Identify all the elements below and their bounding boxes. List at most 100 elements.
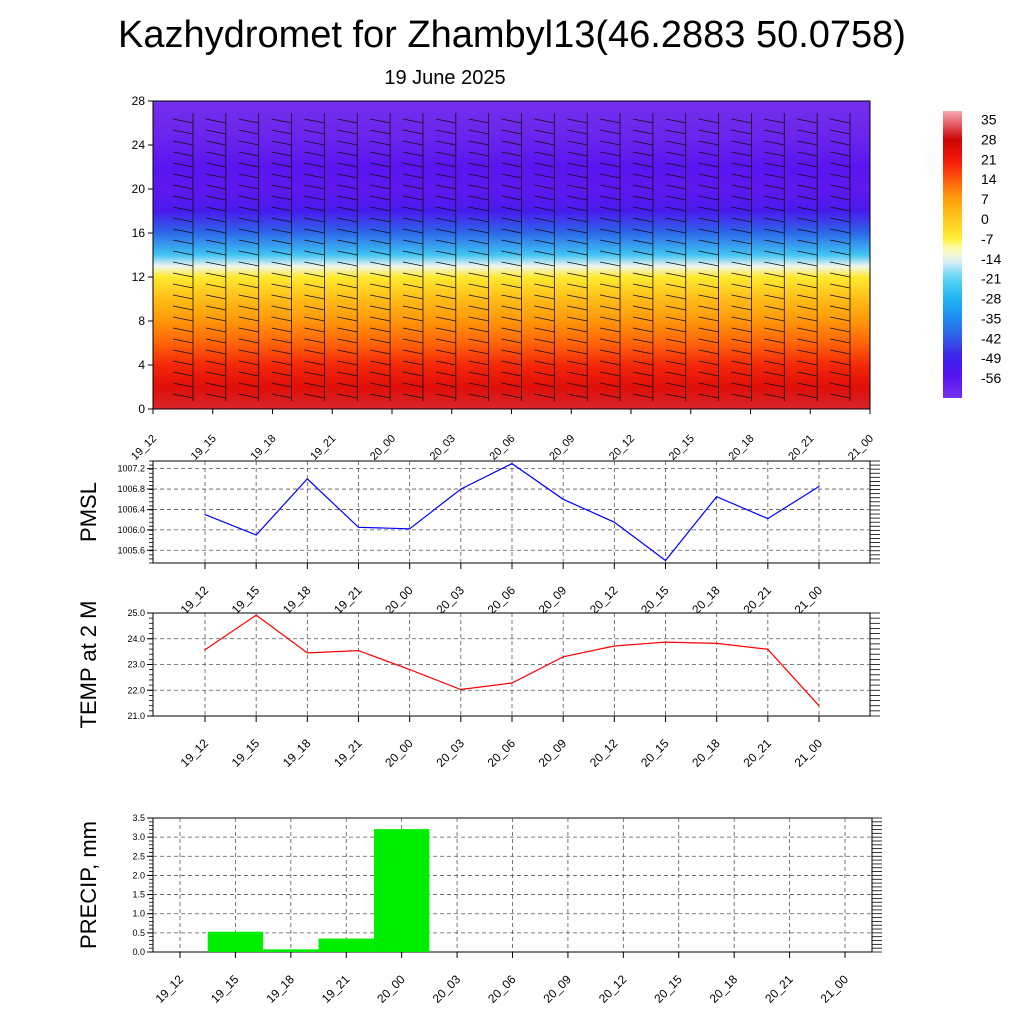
barb-flag xyxy=(271,283,292,289)
y-tick-label: 1006.8 xyxy=(117,484,145,494)
barb-flag xyxy=(698,195,719,201)
barb-flag xyxy=(337,261,358,267)
precip-bar xyxy=(318,938,374,952)
barb-flag xyxy=(271,173,292,179)
x-tick-label: 20_18 xyxy=(707,972,741,1006)
barb-flag xyxy=(468,184,489,190)
barb-flag xyxy=(632,261,653,267)
barb-flag xyxy=(238,184,259,190)
barb-flag xyxy=(370,151,391,157)
y-tick-label: 2.5 xyxy=(132,851,145,861)
barb-flag xyxy=(337,250,358,256)
barb-flag xyxy=(567,338,588,344)
barb-flag xyxy=(764,195,785,201)
barb-flag xyxy=(829,327,851,333)
y-axis-label: TEMP at 2 M xyxy=(76,601,101,729)
x-tick-label: 20_03 xyxy=(430,972,464,1006)
barb-flag xyxy=(632,118,653,124)
barb-flag xyxy=(534,173,555,179)
barb-flag xyxy=(172,294,194,300)
colorbar: 35 28 21 14 7 0 -7 -14 -21 -28 -35 -42 -49 -56 xyxy=(943,111,1001,398)
barb-flag xyxy=(304,349,325,355)
barb-flag xyxy=(304,316,325,322)
y-tick-label: 0 xyxy=(138,402,145,416)
barb-flag xyxy=(304,393,325,399)
barb-flag xyxy=(534,305,555,311)
barb-flag xyxy=(304,327,325,333)
barb-flag xyxy=(698,272,719,278)
barb-flag xyxy=(698,305,719,311)
barb-flag xyxy=(567,217,588,223)
barb-flag xyxy=(797,338,818,344)
barb-flag xyxy=(599,360,621,366)
barb-flag xyxy=(764,129,785,135)
barb-flag xyxy=(764,349,785,355)
barb-flag xyxy=(238,283,259,289)
barb-flag xyxy=(731,162,752,168)
barb-flag xyxy=(501,360,522,366)
barb-flag xyxy=(632,349,653,355)
barb-flag xyxy=(797,327,818,333)
barb-flag xyxy=(468,349,489,355)
barb-flag xyxy=(599,173,621,179)
x-tick-label: 19_15 xyxy=(189,433,219,463)
x-tick-label: 20_12 xyxy=(596,972,630,1006)
barb-flag xyxy=(632,140,653,146)
barb-flag xyxy=(337,360,358,366)
colorbar-label: -35 xyxy=(981,310,1001,326)
x-tick-label: 20_09 xyxy=(547,433,577,463)
barb-flag xyxy=(731,338,752,344)
barb-flag xyxy=(829,305,851,311)
barb-flag xyxy=(402,184,424,190)
barb-flag xyxy=(468,162,489,168)
barb-flag xyxy=(238,140,259,146)
barb-flag xyxy=(797,184,818,190)
barb-flag xyxy=(304,162,325,168)
grid xyxy=(153,818,872,952)
barb-flag xyxy=(304,151,325,157)
y-tick-label: 24.0 xyxy=(127,634,145,644)
barb-flag xyxy=(632,195,653,201)
barb-flag xyxy=(205,250,226,256)
barb-flag xyxy=(599,305,621,311)
barb-flag xyxy=(797,283,818,289)
barb-flag xyxy=(205,184,226,190)
barb-flag xyxy=(731,118,752,124)
barb-flag xyxy=(337,173,358,179)
barb-flag xyxy=(435,382,456,388)
barb-flag xyxy=(205,272,226,278)
barb-flag xyxy=(731,294,752,300)
barb-flag xyxy=(698,228,719,234)
barb-flag xyxy=(172,184,194,190)
x-tick-label: 20_09 xyxy=(536,583,570,617)
barb-flag xyxy=(468,129,489,135)
barb-flag xyxy=(829,283,851,289)
barb-flag xyxy=(599,129,621,135)
barb-flag xyxy=(337,162,358,168)
barb-flag xyxy=(567,305,588,311)
colorbar-label: 0 xyxy=(981,211,989,227)
barb-flag xyxy=(205,162,226,168)
x-tick-label: 19_12 xyxy=(178,736,212,770)
barb-flag xyxy=(698,360,719,366)
barb-flag xyxy=(534,338,555,344)
colorbar-label: 14 xyxy=(981,171,997,187)
x-tick-label: 20_00 xyxy=(382,736,416,770)
x-tick-label: 20_06 xyxy=(488,433,518,463)
barb-flag xyxy=(271,272,292,278)
barb-flag xyxy=(271,338,292,344)
barb-flag xyxy=(764,294,785,300)
data-point xyxy=(818,705,820,707)
barb-flag xyxy=(435,250,456,256)
barb-flag xyxy=(402,305,424,311)
barb-flag xyxy=(764,206,785,212)
y-tick-label: 12 xyxy=(132,270,146,284)
barb-flag xyxy=(632,393,653,399)
barb-flag xyxy=(567,118,588,124)
barb-flag xyxy=(698,140,719,146)
barb-flag xyxy=(829,371,851,377)
data-point xyxy=(818,485,820,488)
barb-flag xyxy=(501,294,522,300)
barb-flag xyxy=(599,272,621,278)
barb-flag xyxy=(501,162,522,168)
